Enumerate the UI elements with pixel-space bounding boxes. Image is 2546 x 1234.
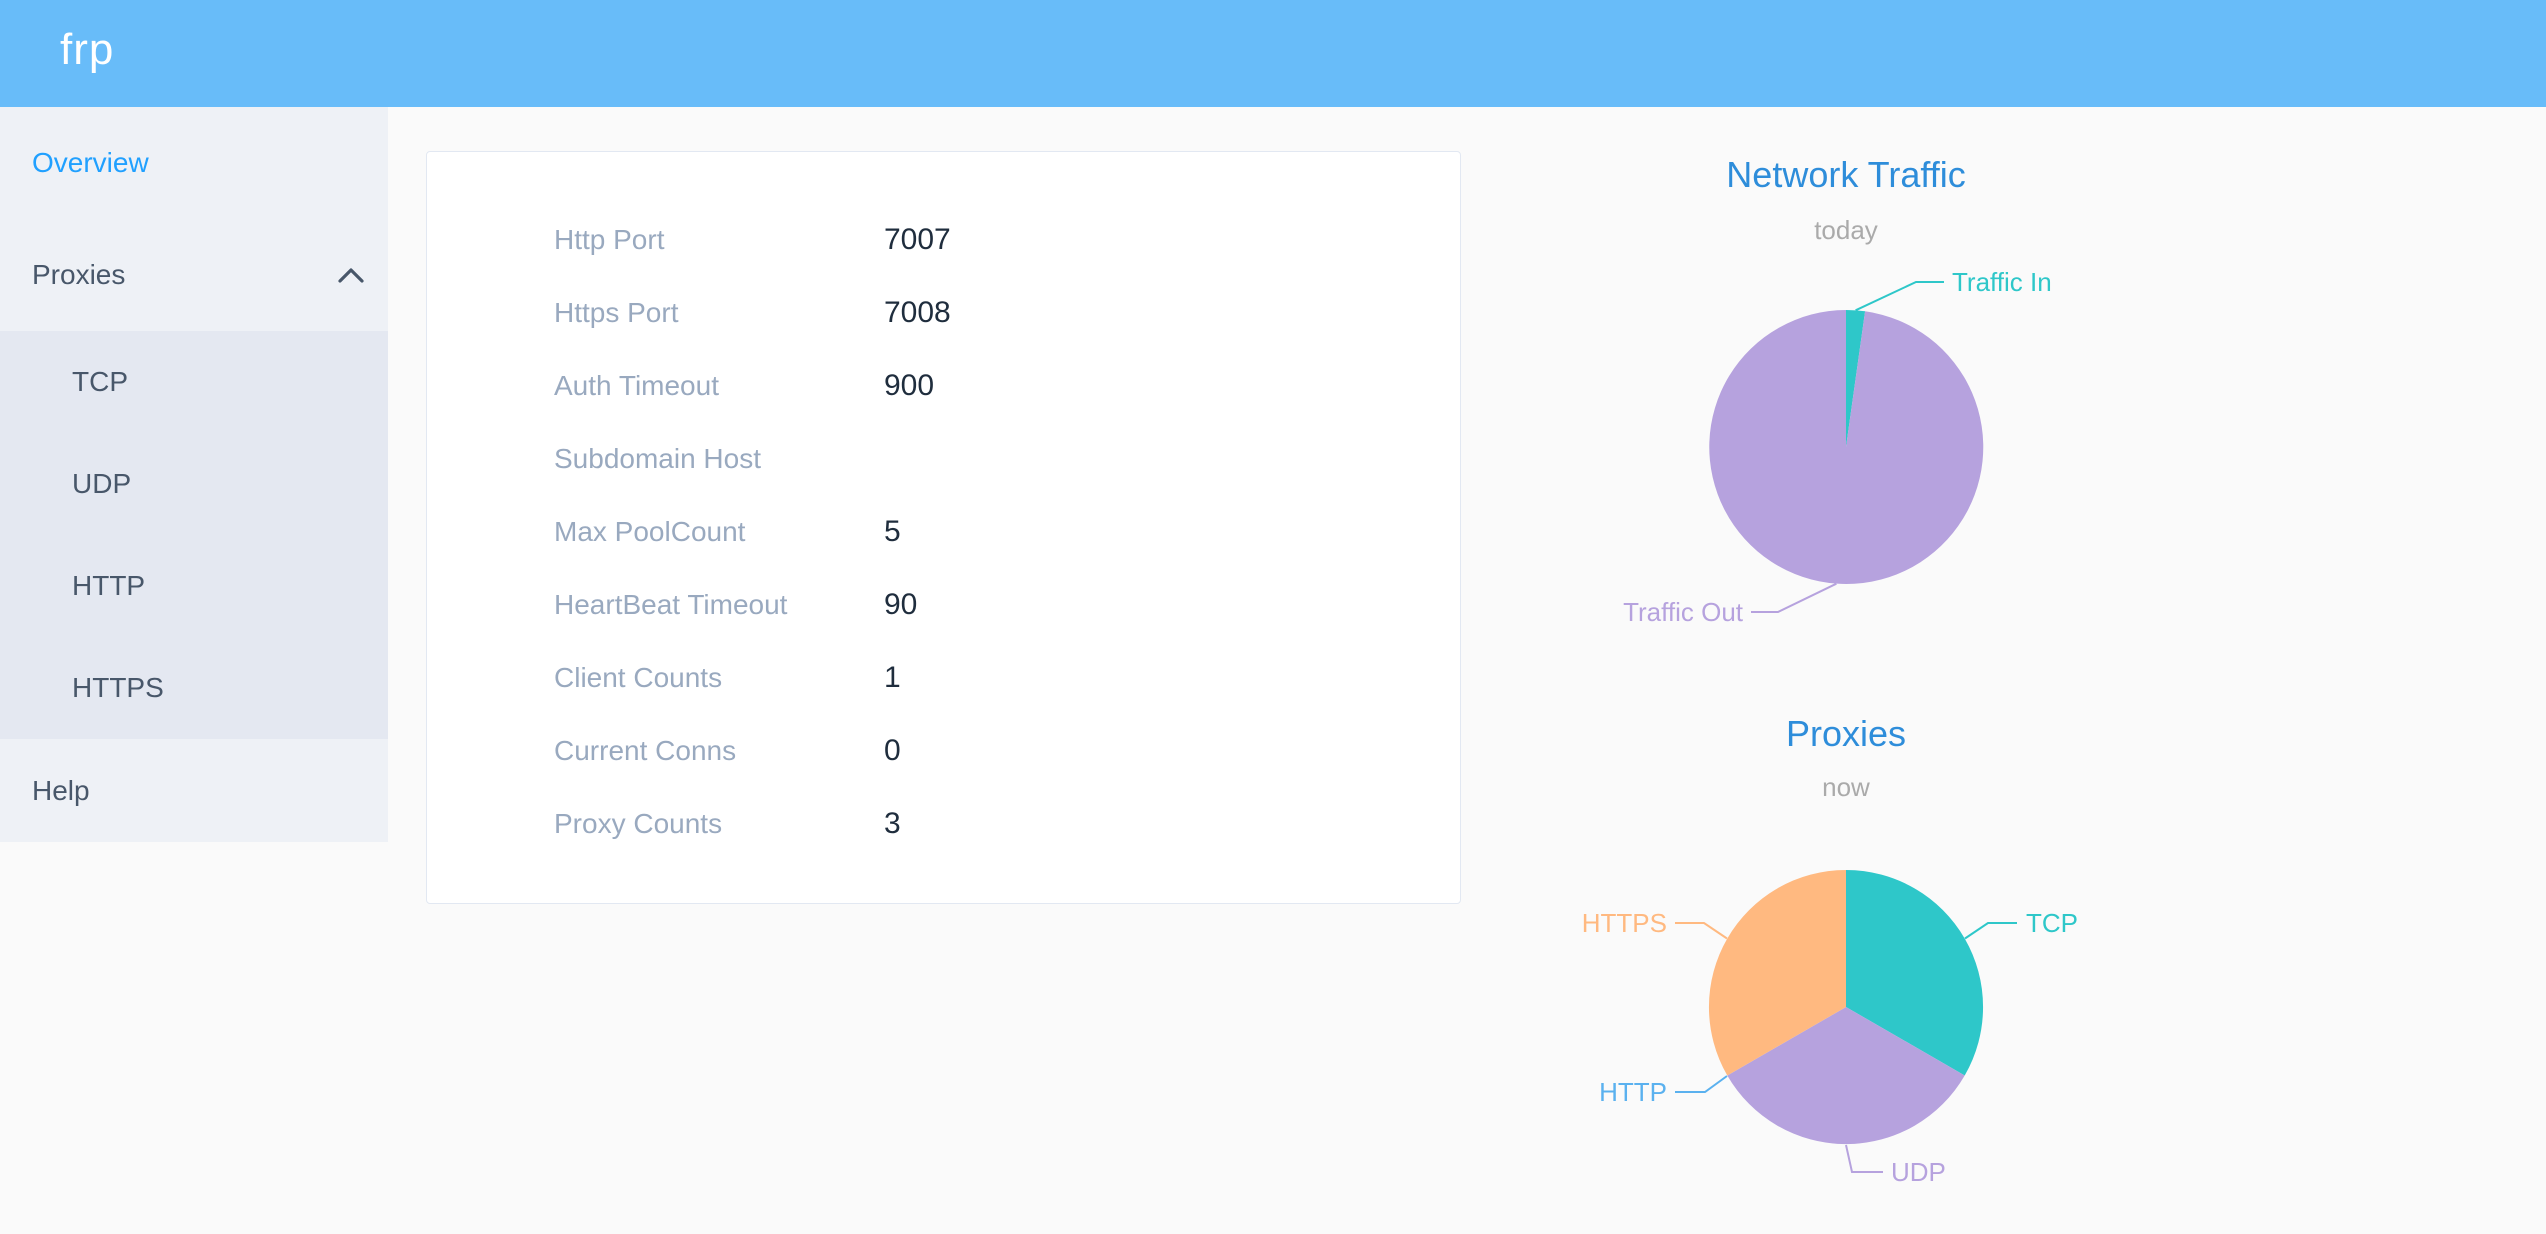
pie-slice-tcp[interactable] [1846, 870, 1984, 1076]
network-traffic-pie-chart [1709, 281, 1984, 613]
pie-label-tcp: TCP [2026, 908, 2078, 938]
leader-line-http [1675, 1075, 1728, 1093]
info-value: 3 [884, 806, 901, 840]
info-label: HeartBeat Timeout [554, 588, 788, 620]
sidebar-nav: Overview Proxies TCP UDP HTTP HTTPS Help [0, 107, 388, 842]
sidebar-item-proxies-label: Proxies [32, 259, 126, 290]
info-value: 0 [884, 733, 901, 767]
pie-label-http: HTTP [1599, 1077, 1667, 1107]
pie-label-traffic-in: Traffic In [1952, 267, 2052, 297]
server-info-form: Http Port 7007 Https Port 7008 Auth Time… [427, 152, 1460, 860]
leader-line-tcp [1964, 922, 2017, 940]
info-row-http-port: Http Port 7007 [427, 203, 1460, 276]
leader-line-traffic-in [1855, 281, 1944, 312]
info-value: 1 [884, 660, 901, 694]
sidebar-item-https[interactable]: HTTPS [72, 672, 164, 703]
sidebar-item-http[interactable]: HTTP [72, 570, 146, 601]
pie-label-udp: UDP [1891, 1157, 1946, 1187]
info-label: Subdomain Host [554, 442, 762, 474]
sidebar-item-help[interactable]: Help [32, 775, 90, 806]
info-label: Http Port [554, 223, 665, 255]
info-label: Auth Timeout [554, 369, 719, 401]
server-info-card: Http Port 7007 Https Port 7008 Auth Time… [426, 151, 1461, 904]
info-value: 90 [884, 587, 918, 621]
pie-slice-https[interactable] [1708, 870, 1846, 1076]
app-logo: frp [60, 25, 115, 74]
info-row-proxy-counts: Proxy Counts 3 [427, 787, 1460, 860]
pie-slice-traffic-in[interactable] [1846, 309, 1866, 447]
info-label: Current Conns [554, 734, 737, 766]
info-label: Max PoolCount [554, 515, 746, 547]
info-label: Proxy Counts [554, 807, 723, 839]
leader-line-traffic-out [1751, 582, 1837, 613]
info-value: 7008 [884, 295, 951, 329]
info-row-max-poolcount: Max PoolCount 5 [427, 495, 1460, 568]
info-row-heartbeat-timeout: HeartBeat Timeout 90 [427, 568, 1460, 641]
info-row-client-counts: Client Counts 1 [427, 641, 1460, 714]
top-header-bar: frp [0, 0, 2546, 107]
pie-label-traffic-out: Traffic Out [1623, 597, 1743, 627]
sidebar-item-proxies[interactable]: Proxies [0, 219, 388, 331]
info-value: 5 [884, 514, 901, 548]
pie-slice-udp[interactable] [1727, 1007, 1965, 1145]
info-label: Https Port [554, 296, 679, 328]
info-row-current-conns: Current Conns 0 [427, 714, 1460, 787]
sidebar-item-udp[interactable]: UDP [72, 468, 132, 499]
info-value: 900 [884, 368, 935, 402]
info-label: Client Counts [554, 661, 723, 693]
proxies-pie-chart [1675, 870, 2017, 1173]
pie-label-https: HTTPS [1581, 908, 1667, 938]
info-row-auth-timeout: Auth Timeout 900 [427, 349, 1460, 422]
proxies-chart-subtitle: now [1822, 772, 1870, 802]
sidebar-item-tcp[interactable]: TCP [72, 366, 128, 397]
proxies-submenu: TCP UDP HTTP HTTPS [0, 331, 388, 739]
leader-line-udp [1845, 1144, 1883, 1173]
sidebar-item-overview[interactable]: Overview [32, 147, 149, 178]
chevron-up-icon [338, 268, 364, 283]
info-row-https-port: Https Port 7008 [427, 276, 1460, 349]
leader-line-https [1675, 922, 1728, 940]
pie-slice-traffic-out[interactable] [1709, 310, 1984, 584]
proxies-chart-title: Proxies [1785, 713, 1907, 754]
info-row-subdomain-host: Subdomain Host [427, 422, 1460, 495]
network-traffic-title: Network Traffic [1726, 154, 1966, 195]
info-value: 7007 [884, 222, 951, 256]
network-traffic-subtitle: today [1814, 215, 1878, 245]
